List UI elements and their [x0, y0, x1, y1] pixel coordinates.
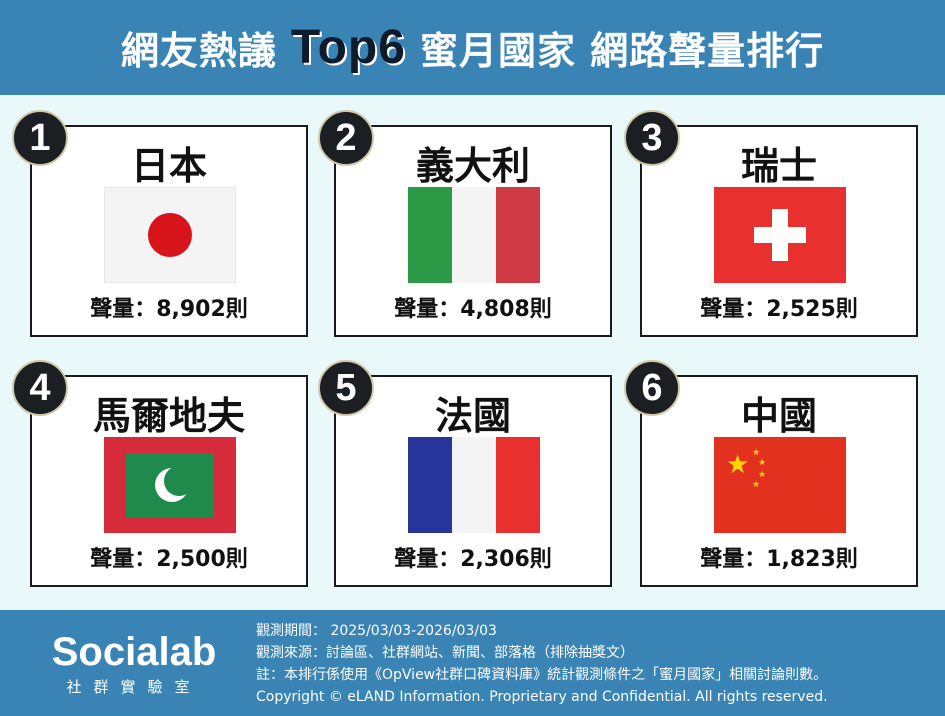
volume-count: 聲量：8,902則: [90, 297, 248, 322]
maldives-flag-icon: [104, 437, 236, 533]
volume-count: 聲量：4,808則: [394, 297, 552, 322]
italy-flag-icon: [408, 187, 540, 283]
china-flag-icon: ★ ★★★★: [714, 437, 846, 533]
svg-text:★: ★: [752, 448, 760, 458]
volume-count: 聲量：2,525則: [700, 297, 858, 322]
title-post: 蜜月國家 網路聲量排行: [419, 29, 825, 73]
country-name: 日本: [130, 144, 207, 188]
svg-text:★: ★: [752, 480, 760, 490]
title-pre: 網友熱議: [120, 29, 277, 73]
svg-text:★: ★: [758, 470, 766, 480]
rank-badge: 2: [318, 110, 374, 166]
rank-badge: 3: [624, 110, 680, 166]
rank-card-4: 馬爾地夫 聲量：2,500則: [30, 375, 308, 587]
country-name: 中國: [740, 394, 817, 438]
rank-badge: 6: [624, 360, 680, 416]
rank-card-6: 中國 ★ ★ ★ ★ ★ 聲量：1,823則: [640, 375, 918, 587]
country-name: 法國: [434, 394, 511, 438]
copyright: Copyright © eLAND Information. Proprieta…: [256, 689, 828, 705]
svg-text:★: ★: [758, 458, 766, 468]
rank-card-3: 瑞士 聲量：2,525則: [640, 125, 918, 337]
country-name: 瑞士: [740, 144, 817, 188]
methodology-note: 註：本排行係使用《OpView社群口碑資料庫》統計觀測條件之「蜜月國家」相關討論…: [256, 667, 828, 683]
volume-count: 聲量：1,823則: [700, 547, 858, 572]
observation-source: 觀測來源：討論區、社群網站、新聞、部落格（排除抽獎文）: [256, 645, 634, 661]
page-title: 網友熱議 Top6 蜜月國家 網路聲量排行: [0, 0, 945, 95]
logo-text: Socialab: [51, 630, 217, 674]
socialab-logo: Socialab 社群實驗室: [24, 632, 244, 697]
rank-badge: 1: [12, 110, 68, 166]
rank-badge: 5: [318, 360, 374, 416]
title-highlight: Top6: [290, 21, 406, 74]
switzerland-flag-icon: [714, 187, 846, 283]
japan-flag-icon: [104, 187, 236, 283]
logo-subtext: 社群實驗室: [66, 678, 202, 696]
observation-period: 觀測期間： 2025/03/03-2026/03/03: [256, 623, 497, 639]
france-flag-icon: [408, 437, 540, 533]
footer: Socialab 社群實驗室 觀測期間： 2025/03/03-2026/03/…: [0, 610, 945, 716]
rank-card-5: 法國 聲量：2,306則: [334, 375, 612, 587]
rank-card-1: 日本 聲量：8,902則: [30, 125, 308, 337]
volume-count: 聲量：2,500則: [90, 547, 248, 572]
volume-count: 聲量：2,306則: [394, 547, 552, 572]
rank-card-2: 義大利 聲量：4,808則: [334, 125, 612, 337]
rank-badge: 4: [12, 360, 68, 416]
svg-text:★: ★: [726, 450, 749, 480]
country-name: 馬爾地夫: [92, 394, 245, 438]
country-name: 義大利: [415, 144, 530, 188]
